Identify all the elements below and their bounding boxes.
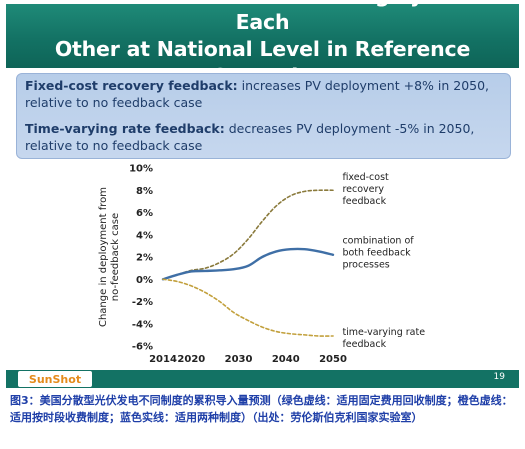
figure-caption: 图3：美国分散型光伏发电不同制度的累积导入量预测（绿色虚线：适用固定费用回收制度… — [10, 394, 513, 424]
feedback-box: Fixed-cost recovery feedback: increases … — [16, 73, 511, 159]
x-tick-label: 2040 — [272, 354, 300, 365]
y-axis-title: Change in deployment fromno-feedback cas… — [98, 187, 121, 327]
series-line-1 — [161, 247, 335, 281]
x-tick-label: 2014 — [149, 354, 177, 365]
y-axis-title-line: no-feedback case — [110, 213, 121, 301]
page-number: 19 — [493, 372, 505, 382]
slide: Two Feedback Mechanisms Largely Offset E… — [6, 4, 519, 388]
deployment-chart: -6% -4% -2% 0% 2% 4% 6% 8% 10% 2014 2020 2030 2040 20… — [98, 164, 425, 366]
y-tick-label: 6% — [136, 208, 153, 219]
annotation-line-1: both feedback — [342, 248, 411, 259]
time-varying-feedback-text: decreases PV deployment -5% in 2050, rel… — [25, 121, 475, 153]
y-tick-label: -2% — [132, 297, 153, 308]
annotation-line-1: processes — [342, 260, 389, 271]
y-tick-label: 4% — [136, 230, 153, 241]
fixed-cost-feedback-heading: Fixed-cost recovery feedback: — [25, 78, 238, 93]
fixed-cost-feedback-text: increases PV deployment +8% in 2050, rel… — [25, 78, 490, 110]
sunshot-logo: SunShot — [18, 371, 92, 387]
x-tick-label: 2030 — [225, 354, 253, 365]
fixed-cost-feedback-item: Fixed-cost recovery feedback: increases … — [25, 77, 502, 111]
annotation-line-2: feedback — [342, 339, 386, 350]
footer-bar: SunShot 19 — [6, 370, 519, 388]
y-tick-label: 2% — [136, 253, 153, 264]
y-tick-label: 8% — [136, 186, 153, 197]
annotation-line-1: combination of — [342, 236, 414, 247]
sunshot-logo-text: SunShot — [28, 372, 82, 386]
annotation-line-0: fixed-cost — [342, 172, 389, 183]
y-tick-label: 0% — [136, 275, 153, 286]
y-tick-label: -6% — [132, 342, 153, 353]
x-tick-label: 2050 — [319, 354, 347, 365]
series-line-2 — [162, 278, 334, 337]
annotation-line-0: recovery — [342, 184, 384, 195]
annotation-line-2: time-varying rate — [342, 327, 425, 338]
y-axis-title-line: Change in deployment from — [98, 187, 109, 327]
y-tick-label: -4% — [132, 319, 153, 330]
time-varying-feedback-item: Time-varying rate feedback: decreases PV… — [25, 120, 502, 154]
time-varying-feedback-heading: Time-varying rate feedback: — [25, 121, 225, 136]
x-tick-label: 2020 — [177, 354, 205, 365]
y-tick-label: 10% — [129, 164, 153, 175]
annotation-line-0: feedback — [342, 196, 386, 207]
